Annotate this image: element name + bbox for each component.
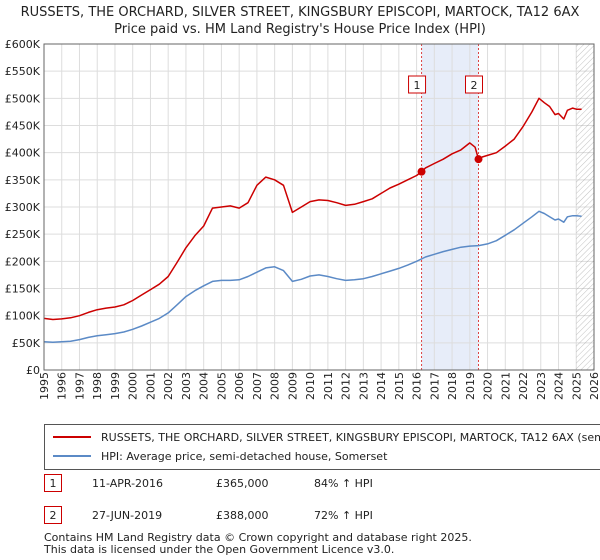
- legend-swatch-hpi: [53, 455, 91, 457]
- x-tick-label: 2006: [233, 372, 246, 400]
- transaction-row-2: 2 27-JUN-2019 £388,000 72% ↑ HPI: [44, 504, 584, 526]
- plot-frame: [43, 43, 595, 371]
- annotation-box-2: [465, 75, 483, 94]
- transaction-date-1: 11-APR-2016: [92, 476, 164, 490]
- x-tick-label: 2007: [251, 372, 264, 400]
- x-tick-label: 2003: [180, 372, 193, 400]
- footer-licence: This data is licensed under the Open Gov…: [44, 543, 395, 556]
- forecast-hatch: [576, 44, 594, 370]
- transaction-hpi-2: 72% ↑ HPI: [314, 508, 373, 522]
- x-tick-label: 2025: [570, 372, 583, 400]
- x-tick-label: 2017: [428, 372, 441, 400]
- x-tick-label: 2021: [499, 372, 512, 400]
- x-tick-label: 2016: [411, 372, 424, 400]
- legend-item-hpi: HPI: Average price, semi-detached house,…: [53, 447, 387, 465]
- y-tick-label: £500K: [5, 92, 41, 105]
- x-tick-label: 2023: [535, 372, 548, 400]
- x-tick-label: 1995: [38, 372, 51, 400]
- sale-point-2: [474, 155, 483, 164]
- x-tick-label: 2024: [553, 372, 566, 400]
- y-tick-label: £550K: [5, 65, 41, 78]
- annotation-box-1: [408, 75, 427, 94]
- x-tick-label: 2012: [340, 372, 353, 400]
- y-tick-label: £150K: [5, 283, 41, 296]
- x-tick-label: 1997: [73, 372, 86, 400]
- y-tick-label: £400K: [5, 147, 41, 160]
- hpi-line: [43, 210, 582, 344]
- x-tick-label: 2014: [375, 372, 388, 400]
- legend: RUSSETS, THE ORCHARD, SILVER STREET, KIN…: [44, 424, 600, 470]
- x-tick-label: 2005: [215, 372, 228, 400]
- price-chart: £0 £50K £100K £150K £200K £250K £300K £350K £400…: [5, 38, 600, 400]
- x-tick-label: 2011: [322, 372, 335, 400]
- y-tick-label: £450K: [5, 120, 41, 133]
- x-tick-label: 2002: [162, 372, 175, 400]
- annotation-label-1: 1: [414, 79, 421, 92]
- transaction-marker-1: 1: [44, 474, 62, 492]
- footer-copyright: Contains HM Land Registry data © Crown c…: [44, 531, 472, 544]
- property-price-line: [43, 97, 582, 321]
- annotation-label-2: 2: [471, 79, 478, 92]
- transaction-row-1: 1 11-APR-2016 £365,000 84% ↑ HPI: [44, 472, 584, 494]
- sale-point-1: [417, 167, 426, 176]
- x-tick-label: 2015: [393, 372, 406, 400]
- x-tick-label: 1998: [91, 372, 104, 400]
- y-tick-label: £600K: [5, 38, 41, 51]
- x-tick-label: 2022: [517, 372, 530, 400]
- transaction-price-1: £365,000: [216, 476, 269, 490]
- x-tick-label: 2026: [588, 372, 600, 400]
- legend-label-hpi: HPI: Average price, semi-detached house,…: [101, 449, 388, 463]
- y-tick-label: £50K: [12, 337, 41, 350]
- x-tick-label: 1996: [56, 372, 69, 400]
- x-tick-label: 2020: [482, 372, 495, 400]
- x-tick-label: 2004: [198, 372, 211, 400]
- chart-title: RUSSETS, THE ORCHARD, SILVER STREET, KIN…: [20, 5, 580, 20]
- x-tick-label: 2008: [269, 372, 282, 400]
- x-tick-label: 1999: [109, 372, 122, 400]
- chart-subtitle: Price paid vs. HM Land Registry's House …: [114, 22, 486, 37]
- y-tick-label: £100K: [5, 310, 41, 323]
- y-tick-label: £250K: [5, 228, 41, 241]
- legend-swatch-property: [53, 436, 91, 438]
- transaction-hpi-1: 84% ↑ HPI: [314, 476, 373, 490]
- y-tick-label: £0: [26, 364, 40, 377]
- transaction-price-2: £388,000: [216, 508, 269, 522]
- x-tick-label: 2000: [127, 372, 140, 400]
- legend-item-property: RUSSETS, THE ORCHARD, SILVER STREET, KIN…: [53, 428, 600, 446]
- y-tick-label: £200K: [5, 255, 41, 268]
- x-tick-label: 2009: [286, 372, 299, 400]
- x-tick-label: 2013: [357, 372, 370, 400]
- legend-label-property: RUSSETS, THE ORCHARD, SILVER STREET, KIN…: [101, 430, 600, 444]
- y-tick-label: £300K: [5, 201, 41, 214]
- x-tick-label: 2018: [446, 372, 459, 400]
- transaction-marker-2: 2: [44, 506, 62, 524]
- transaction-date-2: 27-JUN-2019: [92, 508, 163, 522]
- x-tick-label: 2010: [304, 372, 317, 400]
- x-tick-label: 2001: [144, 372, 157, 400]
- y-tick-label: £350K: [5, 174, 41, 187]
- x-tick-label: 2019: [464, 372, 477, 400]
